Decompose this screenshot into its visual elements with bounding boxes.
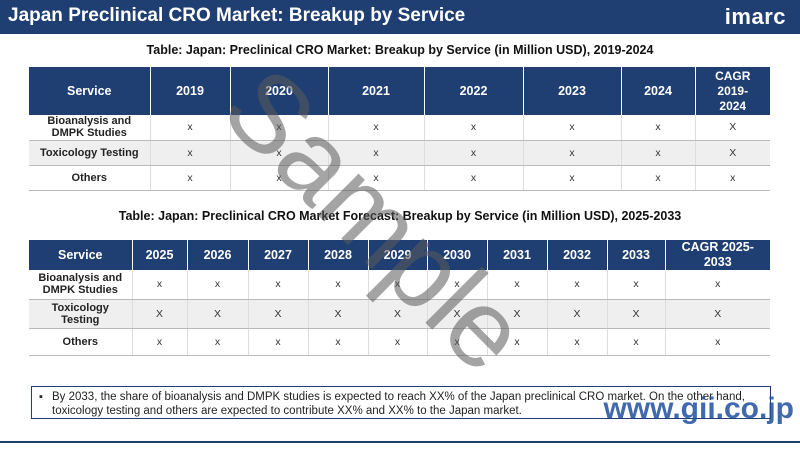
table-header: 2030 — [427, 240, 488, 270]
table-row: Bioanalysis and DMPK Studies x x x x x x… — [29, 115, 770, 141]
imarc-logo: imarc — [690, 4, 786, 30]
table-row: Toxicology Testing X X X X X X X X X X — [29, 299, 770, 329]
table-cell: x — [621, 115, 696, 141]
table-cell: x — [230, 115, 329, 141]
table-cell: x — [248, 270, 309, 300]
footer-divider — [0, 441, 800, 443]
table-header: 2025 — [132, 240, 188, 270]
table-cell: x — [424, 140, 524, 166]
table-cell: x — [523, 165, 622, 191]
table-cell: x — [328, 140, 425, 166]
table-cell: X — [547, 299, 608, 329]
table-row: Others x x x x x x x x x x — [29, 328, 770, 356]
table-service-2025-2033: Service 2025 2026 2027 2028 2029 2030 20… — [29, 240, 770, 356]
table-cell: x — [187, 328, 249, 356]
table-cell: Others — [29, 328, 133, 356]
table-header: CAGR 2019-2024 — [695, 67, 770, 115]
table-cell: Toxicology Testing — [29, 299, 133, 329]
table-header: 2033 — [607, 240, 666, 270]
table-cell: x — [607, 270, 666, 300]
logo-text: imarc — [724, 4, 786, 29]
table-row: Others x x x x x x x — [29, 165, 770, 191]
table-header: 2027 — [248, 240, 309, 270]
table-cell: x — [665, 328, 770, 356]
table-cell: X — [368, 299, 428, 329]
table-cell: Toxicology Testing — [29, 140, 151, 166]
table-header: 2020 — [230, 67, 329, 115]
table-header: CAGR 2025-2033 — [665, 240, 770, 270]
table-cell: x — [424, 165, 524, 191]
table-cell: X — [487, 299, 548, 329]
table-cell: x — [230, 140, 329, 166]
table-header: 2022 — [424, 67, 524, 115]
table-cell: x — [150, 115, 231, 141]
bullet-icon: ▪ — [39, 391, 43, 403]
table-cell: x — [328, 115, 425, 141]
table2-title: Table: Japan: Preclinical CRO Market For… — [118, 209, 682, 223]
table-cell: x — [621, 165, 696, 191]
table-cell: x — [132, 328, 188, 356]
table-cell: x — [328, 165, 425, 191]
table-cell: x — [427, 328, 488, 356]
table-cell: x — [187, 270, 249, 300]
table-cell: x — [523, 140, 622, 166]
table-cell: x — [150, 165, 231, 191]
table-cell: x — [427, 270, 488, 300]
table-header: 2026 — [187, 240, 249, 270]
table-cell: x — [665, 270, 770, 300]
site-watermark: www.gii.co.jp — [603, 392, 794, 425]
table-service-2019-2024: Service 2019 2020 2021 2022 2023 2024 CA… — [29, 67, 770, 191]
table-header: 2019 — [150, 67, 231, 115]
table-row: Toxicology Testing x x x x x x X — [29, 140, 770, 166]
table-header: Service — [29, 240, 133, 270]
table-header: 2023 — [523, 67, 622, 115]
table-header: 2029 — [368, 240, 428, 270]
table-cell: Bioanalysis and DMPK Studies — [29, 115, 151, 141]
table-header: 2031 — [487, 240, 548, 270]
table-cell: X — [695, 140, 770, 166]
table-cell: x — [547, 270, 608, 300]
table-cell: x — [424, 115, 524, 141]
table-header: Service — [29, 67, 151, 115]
summary-note: ▪ By 2033, the share of bioanalysis and … — [31, 386, 771, 419]
summary-text: By 2033, the share of bioanalysis and DM… — [52, 391, 745, 417]
table-cell: X — [607, 299, 666, 329]
table-cell: X — [187, 299, 249, 329]
table-cell: X — [695, 115, 770, 141]
table-cell: x — [695, 165, 770, 191]
table-cell: x — [132, 270, 188, 300]
table-cell: x — [308, 328, 369, 356]
table-cell: x — [487, 270, 548, 300]
table-cell: X — [308, 299, 369, 329]
table-cell: x — [230, 165, 329, 191]
table-cell: x — [368, 270, 428, 300]
table-cell: Others — [29, 165, 151, 191]
table1-title: Table: Japan: Preclinical CRO Market: Br… — [146, 43, 654, 57]
table-cell: x — [607, 328, 666, 356]
table-row: Bioanalysis and DMPK Studies x x x x x x… — [29, 270, 770, 300]
table-header: 2024 — [621, 67, 696, 115]
table-cell: x — [308, 270, 369, 300]
table-cell: x — [150, 140, 231, 166]
table-cell: X — [132, 299, 188, 329]
table-cell: x — [523, 115, 622, 141]
table-cell: X — [248, 299, 309, 329]
table-header: 2028 — [308, 240, 369, 270]
table-header: 2032 — [547, 240, 608, 270]
table-cell: x — [621, 140, 696, 166]
page-title: Japan Preclinical CRO Market: Breakup by… — [8, 5, 466, 26]
table-cell: x — [248, 328, 309, 356]
table-cell: x — [368, 328, 428, 356]
header-bar: Japan Preclinical CRO Market: Breakup by… — [0, 0, 800, 34]
table-cell: X — [427, 299, 488, 329]
table-cell: Bioanalysis and DMPK Studies — [29, 270, 133, 300]
table-header: 2021 — [328, 67, 425, 115]
table-cell: x — [547, 328, 608, 356]
table-cell: X — [665, 299, 770, 329]
table-cell: x — [487, 328, 548, 356]
